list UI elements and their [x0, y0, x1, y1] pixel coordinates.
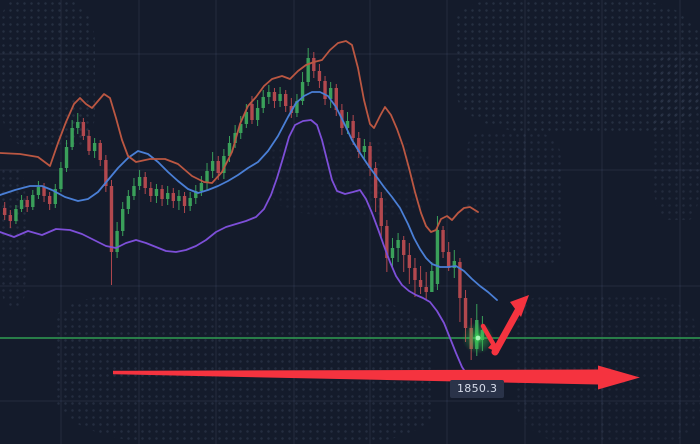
price-flag: 1850.3	[450, 380, 505, 398]
candlestick-series	[3, 48, 485, 360]
bollinger-bands	[0, 40, 498, 384]
forecast-check-arrow	[480, 295, 529, 356]
trend-arrow-right	[113, 365, 640, 390]
